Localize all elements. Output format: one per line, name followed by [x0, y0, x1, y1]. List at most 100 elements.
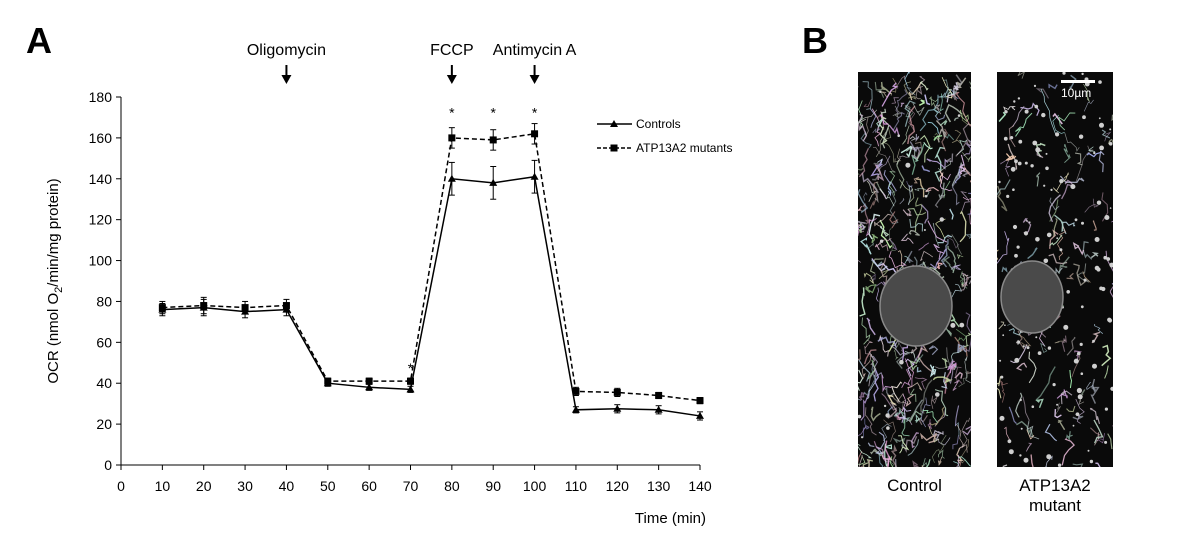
mitochondrion-filament [914, 377, 928, 390]
control-micrograph-image [858, 72, 971, 467]
mitochondrion-filament [952, 435, 959, 450]
mitochondrion-fragment [1046, 454, 1052, 460]
mitochondrion-filament [1104, 131, 1112, 142]
mitochondrion-fragment [1024, 161, 1028, 165]
mitochondrion-filament [962, 197, 971, 225]
mitochondrion-filament [1057, 225, 1067, 260]
mitochondrion-filament [915, 133, 920, 143]
mitochondrion-filament [901, 369, 912, 389]
mitochondrion-filament [943, 180, 951, 199]
mitochondrion-filament [880, 81, 892, 95]
mitochondrion-filament [922, 409, 938, 423]
mitochondrion-filament [890, 444, 898, 467]
mitochondrion-fragment [1023, 231, 1029, 236]
mitochondrion-fragment [1034, 104, 1039, 109]
mitochondrion-fragment [1028, 221, 1031, 224]
mitochondrion-filament [1016, 362, 1028, 371]
mitochondrion-filament [858, 189, 869, 214]
mitochondrion-fragment [1032, 140, 1038, 146]
y-tick-label: 120 [89, 212, 113, 228]
mitochondrion-filament [909, 135, 917, 141]
mitochondrion-fragment [1023, 457, 1029, 463]
mitochondrion-filament [961, 417, 970, 448]
x-tick-label: 140 [688, 478, 712, 494]
mitochondrion-filament [1088, 146, 1096, 152]
mitochondrion-filament [867, 359, 876, 380]
mitochondrion-filament [999, 380, 1008, 403]
mitochondrion-filament [954, 371, 963, 379]
mitochondrion-filament [872, 121, 881, 134]
mitochondrion-filament [923, 142, 933, 150]
x-tick-label: 60 [361, 478, 377, 494]
mitochondrion-filament [997, 185, 1008, 212]
mitochondrion-filament [967, 371, 971, 375]
mitochondrion-filament [951, 129, 962, 144]
mitochondrion-filament [938, 182, 945, 200]
legend-marker-square [610, 144, 618, 152]
mitochondrion-filament [874, 242, 881, 251]
mitochondrion-fragment [1087, 449, 1090, 452]
mitochondrion-filament [943, 79, 957, 97]
mutant-micrograph-image [997, 72, 1113, 467]
mitochondrion-fragment [1052, 383, 1056, 387]
mitochondrion-filament [1027, 247, 1038, 260]
mitochondrion-filament [1094, 323, 1104, 334]
mitochondrion-filament [1052, 112, 1063, 125]
mitochondrion-filament [905, 394, 914, 408]
mitochondrion-filament [870, 259, 883, 267]
mitochondrion-fragment [1103, 255, 1107, 260]
data-point-square [489, 136, 497, 144]
mitochondrion-filament [896, 159, 905, 189]
mitochondrion-filament [955, 122, 971, 157]
mitochondrion-filament [895, 400, 909, 405]
mitochondrion-filament [907, 439, 920, 456]
x-axis-label: Time (min) [635, 510, 706, 527]
mitochondrion-filament [883, 419, 896, 442]
mitochondrion-fragment [1081, 72, 1084, 76]
data-point-square [572, 387, 580, 395]
significance-asterisk: * [408, 360, 414, 376]
mitochondrion-filament [963, 139, 971, 157]
y-tick-label: 20 [96, 416, 112, 432]
data-point-triangle [654, 405, 663, 413]
mitochondrion-fragment [935, 392, 940, 397]
mitochondrion-fragment [1089, 459, 1094, 464]
mitochondrion-filament [1059, 175, 1085, 184]
mitochondrion-filament [935, 218, 946, 240]
mitochondrion-fragment [1056, 237, 1059, 240]
mitochondrion-filament [956, 454, 960, 467]
x-tick-label: 110 [565, 478, 588, 494]
x-tick-label: 40 [279, 478, 295, 494]
data-point-square [407, 377, 414, 385]
mitochondrion-filament [899, 179, 915, 204]
mitochondrion-filament [919, 80, 929, 91]
mitochondrion-filament [921, 165, 931, 173]
mitochondrion-filament [1049, 229, 1059, 249]
mitochondrion-filament [866, 317, 876, 336]
mitochondrion-fragment [1109, 262, 1113, 268]
mitochondrion-filament [963, 166, 971, 183]
mitochondrion-filament [1101, 344, 1112, 367]
mitochondrion-filament [871, 233, 879, 244]
mitochondrion-filament [946, 82, 959, 103]
mitochondrion-fragment [1017, 97, 1021, 100]
mitochondrion-filament [1061, 335, 1067, 352]
treatment-annotation-label: Oligomycin [247, 42, 326, 59]
mitochondrion-filament [1078, 398, 1085, 406]
mitochondrion-filament [1072, 463, 1084, 467]
mitochondrion-fragment [1033, 84, 1037, 87]
legend-label: ATP13A2 mutants [636, 141, 733, 155]
mitochondrion-filament [858, 425, 870, 437]
mitochondrion-filament [939, 93, 944, 112]
mitochondrion-filament [858, 113, 868, 142]
mitochondrion-filament [1075, 152, 1083, 166]
mitochondrion-filament [920, 379, 933, 415]
mitochondrion-filament [917, 344, 935, 375]
mitochondrion-filament [1020, 102, 1040, 116]
mitochondrion-filament [1018, 333, 1032, 347]
mitochondrion-filament [891, 97, 899, 104]
x-tick-label: 70 [403, 478, 419, 494]
mitochondrion-filament [900, 102, 905, 108]
mitochondrion-filament [870, 448, 885, 457]
